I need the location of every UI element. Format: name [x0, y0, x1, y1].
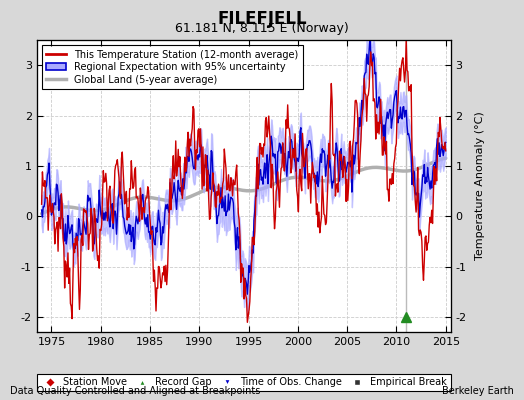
Text: 61.181 N, 8.115 E (Norway): 61.181 N, 8.115 E (Norway): [175, 22, 349, 35]
Text: FILEFJELL: FILEFJELL: [217, 10, 307, 28]
Text: Data Quality Controlled and Aligned at Breakpoints: Data Quality Controlled and Aligned at B…: [10, 386, 261, 396]
Legend: Station Move, Record Gap, Time of Obs. Change, Empirical Break: Station Move, Record Gap, Time of Obs. C…: [37, 374, 451, 391]
Text: Berkeley Earth: Berkeley Earth: [442, 386, 514, 396]
Y-axis label: Temperature Anomaly (°C): Temperature Anomaly (°C): [475, 112, 485, 260]
